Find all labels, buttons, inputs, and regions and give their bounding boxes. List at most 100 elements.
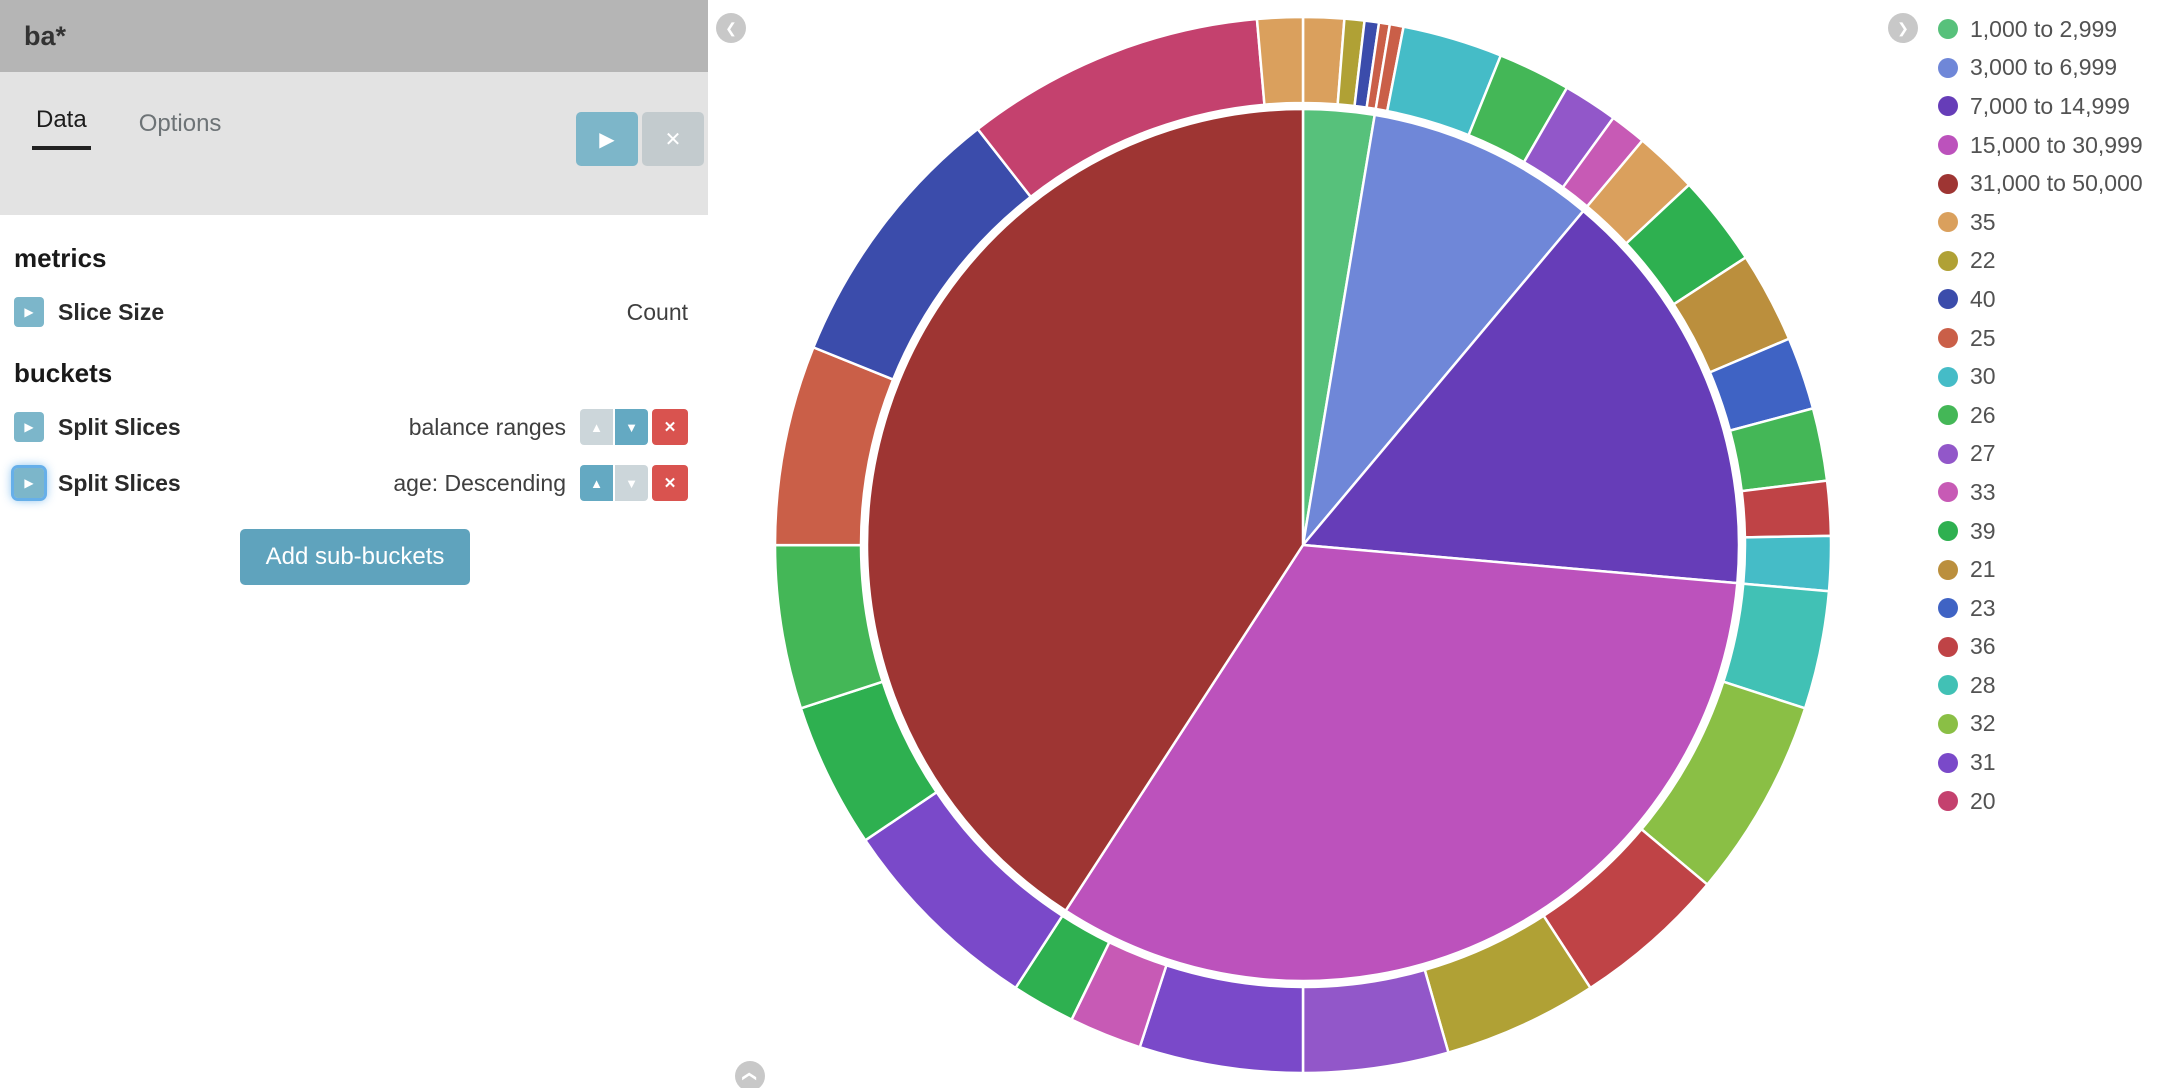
remove-bucket-button[interactable]: ✕ [652, 465, 688, 501]
legend-label: 28 [1970, 671, 1996, 698]
collapse-toggle-button[interactable]: ▶ [11, 465, 47, 501]
pie-slice[interactable] [865, 107, 1305, 912]
legend-label: 30 [1970, 363, 1996, 390]
tab-options[interactable]: Options [138, 110, 222, 137]
chart-legend: 1,000 to 2,999 3,000 to 6,999 7,000 to 14,… [1938, 10, 2143, 820]
legend-swatch-icon [1938, 559, 1958, 580]
move-down-button[interactable]: ▼ [615, 465, 648, 501]
bucket-priority-controls: ▲ ▼ ✕ [580, 409, 688, 445]
visualize-sidebar: ba* Data Options ▶ ✕ metrics ▶ Slice Siz… [0, 0, 708, 1088]
legend-label: 20 [1970, 787, 1996, 814]
collapse-bottom-toggle[interactable]: ❮ [735, 1061, 765, 1088]
legend-item[interactable]: 1,000 to 2,999 [1938, 10, 2143, 49]
legend-label: 35 [1970, 208, 1996, 235]
pie-chart [773, 15, 1833, 1075]
legend-item[interactable]: 31 [1938, 743, 2143, 782]
legend-item[interactable]: 25 [1938, 319, 2143, 358]
legend-swatch-icon [1938, 713, 1958, 734]
legend-item[interactable]: 39 [1938, 512, 2143, 551]
legend-swatch-icon [1938, 636, 1958, 657]
x-icon: ✕ [663, 475, 677, 492]
legend-label: 26 [1970, 401, 1996, 428]
legend-swatch-icon [1938, 482, 1958, 503]
legend-item[interactable]: 35 [1938, 203, 2143, 242]
bucket-row-balance-ranges: ▶ Split Slices balance ranges ▲ ▼ ✕ [14, 399, 688, 455]
legend-item[interactable]: 30 [1938, 357, 2143, 396]
legend-label: 31 [1970, 749, 1996, 776]
legend-item[interactable]: 40 [1938, 280, 2143, 319]
sidebar-tabs: Data Options [0, 72, 708, 150]
remove-bucket-button[interactable]: ✕ [652, 409, 688, 445]
pie-slice[interactable] [1301, 968, 1450, 1075]
legend-label: 27 [1970, 440, 1996, 467]
chevron-down-icon: ▼ [625, 475, 638, 491]
legend-label: 23 [1970, 594, 1996, 621]
bucket-label[interactable]: Split Slices [58, 413, 181, 440]
apply-changes-button[interactable]: ▶ [576, 112, 638, 166]
add-sub-buckets-button[interactable]: Add sub-buckets [240, 529, 470, 585]
move-down-button[interactable]: ▼ [615, 409, 648, 445]
legend-label: 25 [1970, 324, 1996, 351]
legend-item[interactable]: 26 [1938, 396, 2143, 435]
legend-swatch-icon [1938, 675, 1958, 696]
collapse-toggle-button[interactable]: ▶ [14, 412, 44, 442]
legend-swatch-icon [1938, 289, 1958, 310]
legend-swatch-icon [1938, 521, 1958, 542]
legend-label: 7,000 to 14,999 [1970, 92, 2130, 119]
legend-label: 21 [1970, 556, 1996, 583]
legend-item[interactable]: 21 [1938, 550, 2143, 589]
bucket-priority-controls: ▲ ▼ ✕ [580, 465, 688, 501]
legend-item[interactable]: 15,000 to 30,999 [1938, 126, 2143, 165]
chevron-right-icon: ❯ [1897, 19, 1909, 36]
tab-data[interactable]: Data [32, 106, 91, 150]
legend-label: 39 [1970, 517, 1996, 544]
legend-item[interactable]: 36 [1938, 628, 2143, 667]
chevron-right-icon: ▶ [24, 305, 34, 319]
sidebar-content: metrics ▶ Slice Size Count buckets ▶ Spl… [0, 215, 708, 585]
chevron-up-icon: ▲ [590, 419, 603, 435]
pie-slice[interactable] [1301, 113, 1585, 547]
legend-swatch-icon [1938, 791, 1958, 812]
collapse-sidebar-toggle[interactable]: ❮ [716, 13, 746, 43]
x-icon: ✕ [663, 419, 677, 436]
pie-slice[interactable] [1255, 15, 1305, 106]
bucket-label[interactable]: Split Slices [58, 469, 181, 496]
legend-item[interactable]: 28 [1938, 666, 2143, 705]
legend-swatch-icon [1938, 135, 1958, 156]
legend-swatch-icon [1938, 598, 1958, 619]
legend-label: 3,000 to 6,999 [1970, 54, 2118, 81]
legend-item[interactable]: 33 [1938, 473, 2143, 512]
metrics-heading: metrics [14, 243, 107, 273]
pie-slice[interactable] [1742, 534, 1833, 593]
buckets-heading: buckets [14, 358, 113, 388]
metric-row-slice-size: ▶ Slice Size Count [14, 284, 688, 340]
chevron-right-icon: ▶ [24, 420, 34, 434]
collapse-legend-toggle[interactable]: ❯ [1888, 13, 1918, 43]
legend-label: 31,000 to 50,000 [1970, 170, 2143, 197]
legend-item[interactable]: 20 [1938, 782, 2143, 821]
metric-label[interactable]: Slice Size [58, 298, 165, 325]
bucket-value: balance ranges [408, 413, 566, 440]
collapse-toggle-button[interactable]: ▶ [14, 297, 44, 327]
legend-item[interactable]: 22 [1938, 242, 2143, 281]
legend-item[interactable]: 32 [1938, 705, 2143, 744]
legend-item[interactable]: 31,000 to 50,000 [1938, 164, 2143, 203]
move-up-button[interactable]: ▲ [580, 409, 613, 445]
pie-slice[interactable] [1740, 479, 1833, 539]
legend-swatch-icon [1938, 328, 1958, 349]
legend-label: 1,000 to 2,999 [1970, 15, 2118, 42]
legend-item[interactable]: 3,000 to 6,999 [1938, 49, 2143, 88]
legend-item[interactable]: 27 [1938, 435, 2143, 474]
discard-changes-button[interactable]: ✕ [642, 112, 704, 166]
legend-swatch-icon [1938, 57, 1958, 78]
pie-slice[interactable] [1301, 209, 1741, 585]
legend-swatch-icon [1938, 19, 1958, 40]
legend-swatch-icon [1938, 96, 1958, 117]
move-up-button[interactable]: ▲ [580, 465, 613, 501]
legend-label: 15,000 to 30,999 [1970, 131, 2143, 158]
bucket-value: age: Descending [393, 469, 566, 496]
legend-item[interactable]: 7,000 to 14,999 [1938, 87, 2143, 126]
legend-label: 36 [1970, 633, 1996, 660]
legend-item[interactable]: 23 [1938, 589, 2143, 628]
